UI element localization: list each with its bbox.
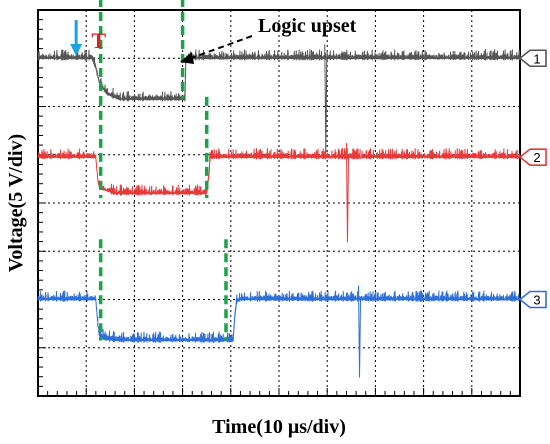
glitch-spike-2 (345, 143, 349, 243)
x-axis-label: Time(10 μs/div) (212, 416, 346, 438)
y-axis-label: Voltage(5 V/div) (5, 134, 27, 272)
annotation-arrow-head (180, 52, 194, 64)
channel-tags: 1 2 3 (518, 49, 547, 309)
channel-tag-3: 3 (518, 290, 547, 309)
trigger-arrow-head (70, 44, 83, 56)
glitch-spike-1 (324, 44, 328, 154)
trace-channel-2 (37, 148, 521, 196)
annotation-arrow-shaft (185, 35, 253, 61)
trigger-label: T (91, 28, 106, 53)
axis-ticks (37, 9, 521, 397)
annotation-text: Logic upset (258, 15, 357, 37)
traces (37, 44, 521, 378)
channel-tag-label: 1 (533, 51, 540, 66)
channel-tag-shape (518, 148, 547, 166)
trace-channel-3 (37, 290, 521, 344)
trace-channel-1 (37, 49, 521, 102)
channel-tag-shape (518, 290, 547, 309)
marker-lines (98, 0, 228, 341)
channel-tag-1: 1 (518, 49, 547, 68)
annotation-arrow-icon (180, 35, 253, 64)
glitch-spike-3 (358, 285, 362, 378)
channel-tag-label: 3 (533, 293, 540, 308)
trigger-arrow-icon (70, 20, 83, 56)
channel-tag-label: 2 (533, 150, 540, 165)
channel-tag-shape (518, 49, 547, 68)
channel-tag-2: 2 (518, 148, 547, 166)
